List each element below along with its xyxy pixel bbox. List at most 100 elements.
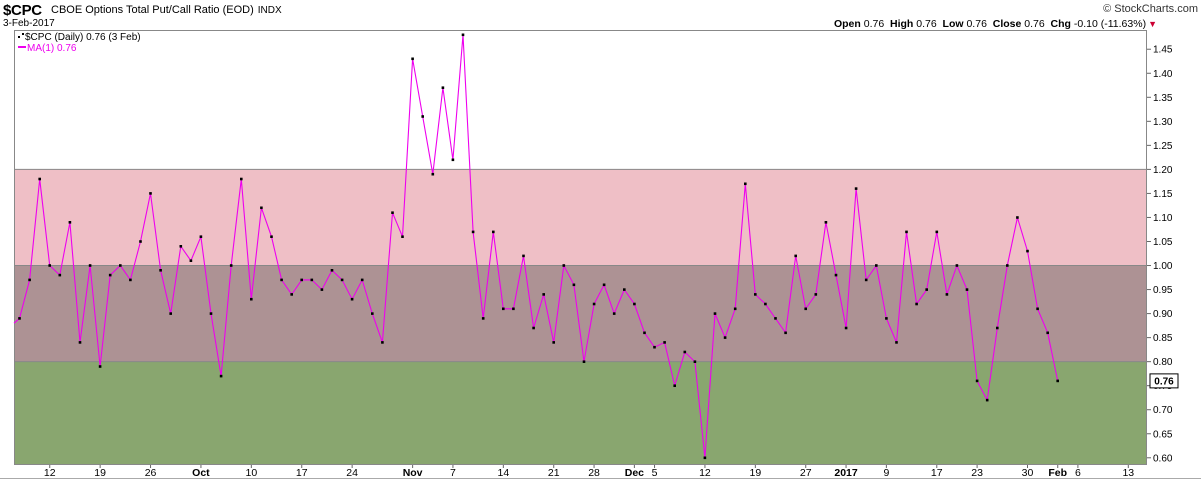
data-point: [48, 264, 51, 267]
legend-series-label: $CPC (Daily) 0.76 (3 Feb): [25, 32, 141, 44]
x-tick-label: 17: [296, 467, 308, 479]
x-tick-label: Feb: [1048, 467, 1067, 479]
x-tick-label: 14: [497, 467, 509, 479]
x-tick-label: Oct: [192, 467, 210, 479]
y-tick-label: 1.30: [1153, 117, 1173, 128]
data-point: [461, 33, 465, 37]
x-tick-label: 28: [588, 467, 600, 479]
y-tick-label: 1.25: [1153, 141, 1173, 152]
data-point: [481, 317, 485, 320]
data-point: [320, 288, 324, 291]
data-point: [98, 365, 102, 368]
symbol-description: CBOE Options Total Put/Call Ratio (EOD) I…: [51, 4, 282, 16]
y-tick-label: 0.60: [1153, 453, 1173, 464]
x-tick-label: 21: [548, 467, 560, 479]
y-tick-label: 1.45: [1153, 45, 1173, 56]
data-point: [492, 230, 495, 234]
data-point: [270, 235, 273, 238]
data-point: [179, 245, 183, 248]
y-tick-label: 1.00: [1153, 261, 1173, 272]
data-point: [774, 317, 777, 320]
data-point: [864, 278, 868, 282]
data-point: [683, 350, 687, 354]
x-tick-label: 30: [1022, 467, 1034, 479]
threshold-band: [14, 361, 1147, 465]
data-point: [612, 312, 616, 315]
data-point: [1036, 307, 1039, 311]
data-point: [532, 326, 535, 330]
data-point: [391, 211, 394, 214]
data-point: [633, 302, 636, 306]
data-point: [451, 158, 455, 162]
legend-ma-label: MA(1) 0.76: [27, 43, 77, 55]
x-tick-label: 17: [931, 467, 943, 479]
data-point: [834, 273, 838, 277]
data-point: [1026, 249, 1029, 253]
data-point: [250, 297, 253, 301]
y-tick-label: 1.05: [1153, 237, 1173, 248]
data-point: [562, 264, 566, 267]
data-point: [794, 254, 797, 258]
data-point: [280, 278, 283, 282]
last-value-label: 0.76: [1154, 376, 1174, 387]
data-point: [875, 264, 878, 267]
data-point: [915, 302, 918, 306]
data-point: [1006, 264, 1009, 267]
data-point: [38, 177, 41, 181]
data-point: [693, 360, 697, 363]
x-tick-label: 27: [800, 467, 812, 479]
chart-date: 3-Feb-2017: [3, 18, 55, 29]
data-point: [552, 341, 555, 344]
data-point: [502, 307, 505, 311]
data-point: [189, 259, 193, 262]
open-label: Open: [833, 18, 861, 30]
x-tick-label: 12: [44, 467, 56, 479]
data-point: [1016, 216, 1019, 219]
chg-value: -0.10 (-11.63%): [1073, 18, 1147, 30]
high-value: 0.76: [916, 18, 937, 30]
data-point: [411, 57, 414, 61]
x-tick-label: 26: [145, 467, 157, 479]
data-point: [885, 317, 888, 320]
data-point: [824, 221, 828, 224]
chg-label: Chg: [1050, 18, 1071, 30]
plot-frame: [14, 30, 1147, 465]
last-value-box: [1149, 373, 1179, 389]
data-point: [229, 264, 233, 267]
x-tick-label: 7: [450, 467, 456, 479]
data-point: [744, 182, 747, 186]
y-tick-label: 0.70: [1153, 405, 1173, 416]
data-point: [58, 273, 62, 277]
x-tick-label: 9: [883, 467, 889, 479]
data-point: [623, 288, 626, 291]
data-point: [68, 221, 72, 224]
x-tick-label: 12: [699, 467, 711, 479]
data-point: [441, 86, 445, 89]
data-point: [905, 230, 908, 234]
data-point: [602, 283, 606, 287]
high-label: High: [890, 18, 914, 30]
brand-watermark: © StockCharts.com: [1103, 3, 1198, 15]
y-tick-label: 1.40: [1153, 69, 1173, 80]
legend-series: $CPC (Daily) 0.76 (3 Feb): [18, 32, 141, 43]
data-point: [522, 254, 525, 258]
data-point: [340, 278, 344, 282]
y-tick-label: 1.10: [1153, 213, 1173, 224]
data-point: [703, 456, 707, 460]
data-point: [804, 307, 807, 311]
legend-series-icon: [18, 32, 25, 43]
data-point: [854, 187, 858, 190]
y-tick-label: 0.85: [1153, 333, 1173, 344]
x-tick-label: 19: [94, 467, 106, 479]
data-point: [18, 317, 21, 320]
close-label: Close: [992, 18, 1022, 30]
data-point: [512, 307, 515, 311]
threshold-band: [14, 265, 1147, 362]
chart-header: $CPC CBOE Options Total Put/Call Ratio (…: [0, 0, 1201, 30]
data-point: [945, 293, 949, 296]
y-tick-label: 1.35: [1153, 93, 1173, 104]
data-point: [139, 240, 142, 243]
data-point: [673, 384, 676, 387]
data-point: [643, 331, 646, 335]
x-tick-label: 5: [652, 467, 658, 479]
